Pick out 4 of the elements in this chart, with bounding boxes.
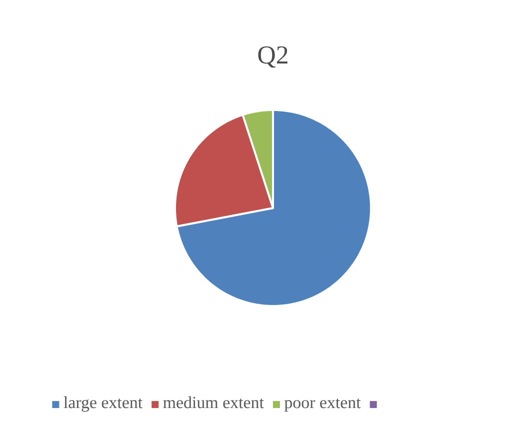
legend-label: large extent [64, 396, 142, 412]
legend-label: poor extent [284, 398, 361, 412]
legend-label: medium extent [163, 396, 264, 408]
chart-title: Q2 [258, 46, 288, 68]
